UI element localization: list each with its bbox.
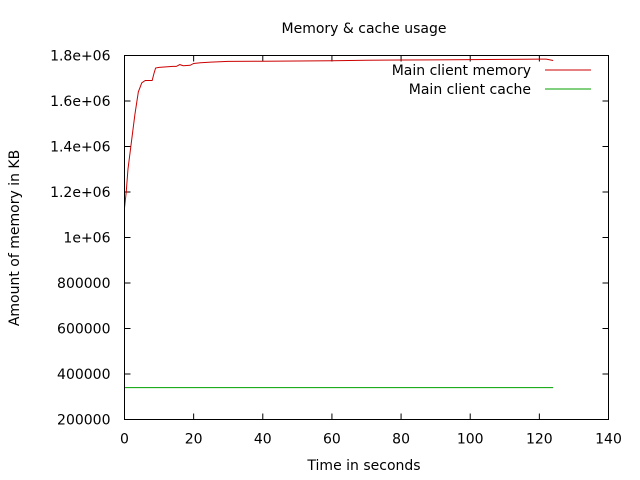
chart-title: Memory & cache usage	[282, 21, 447, 37]
y-tick-label: 1.6e+06	[50, 94, 111, 110]
x-tick-label: 100	[457, 432, 484, 448]
x-axis-label: Time in seconds	[306, 458, 420, 474]
y-tick-label: 1.2e+06	[50, 185, 111, 201]
axis-ticks: 0 20 40 60 80 100 120 140 200000 400000 600000 8000…	[50, 49, 622, 448]
y-tick-label: 600000	[57, 322, 110, 338]
plot-frame	[124, 55, 609, 420]
legend-label: Main client memory	[392, 63, 531, 79]
x-tick-label: 20	[185, 432, 203, 448]
y-tick-label: 200000	[57, 413, 110, 429]
y-tick-label: 1e+06	[63, 231, 110, 247]
x-tick-label: 140	[595, 432, 622, 448]
x-tick-label: 120	[526, 432, 553, 448]
y-tick-label: 1.8e+06	[50, 49, 111, 65]
y-axis-label: Amount of memory in KB	[7, 150, 23, 326]
y-tick-label: 400000	[57, 367, 110, 383]
y-tick-label: 800000	[57, 276, 110, 292]
legend: Main client memory Main client cache	[392, 63, 591, 98]
y-tick-label: 1.4e+06	[50, 140, 111, 156]
x-tick-label: 60	[323, 432, 341, 448]
x-tick-label: 40	[254, 432, 272, 448]
x-tick-label: 80	[392, 432, 410, 448]
x-tick-label: 0	[120, 432, 129, 448]
plot-lines	[124, 58, 554, 389]
legend-label: Main client cache	[409, 82, 531, 98]
series-line-1	[124, 58, 554, 208]
